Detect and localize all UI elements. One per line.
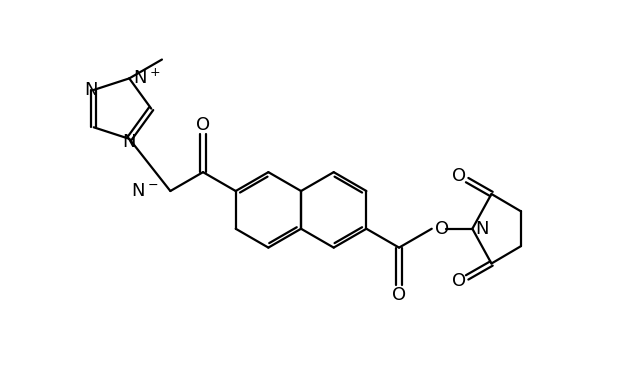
Text: N$^+$: N$^+$ [133,69,161,88]
Text: N: N [476,220,489,238]
Text: N$^-$: N$^-$ [131,182,159,200]
Text: O: O [435,220,449,238]
Text: N: N [84,81,97,99]
Text: O: O [196,116,210,133]
Text: O: O [452,167,467,185]
Text: O: O [392,286,406,304]
Text: N: N [122,133,136,151]
Text: O: O [452,272,467,290]
